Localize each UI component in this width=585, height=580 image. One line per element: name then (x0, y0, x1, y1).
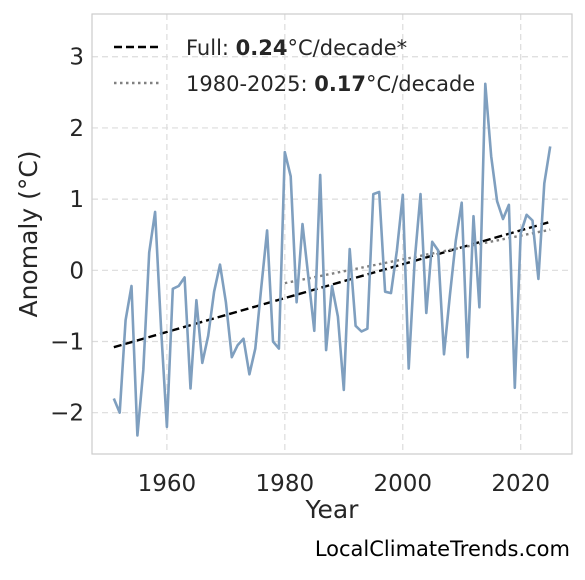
anomaly-series-line (112, 82, 552, 437)
legend-label-recent: 1980-2025: 0.17°C/decade (186, 72, 475, 96)
y-tick-label: 1 (69, 187, 84, 213)
x-tick-label: 1980 (256, 471, 315, 497)
y-tick-label: −1 (50, 330, 84, 356)
y-tick-label: −2 (50, 401, 84, 427)
legend: Full: 0.24°C/decade* 1980-2025: 0.17°C/d… (114, 36, 475, 96)
y-tick-label: 3 (69, 45, 84, 71)
x-axis-title: Year (305, 495, 360, 524)
x-tick-label: 2000 (373, 471, 432, 497)
y-tick-label: 0 (69, 258, 84, 284)
y-tick-labels: −2 −1 0 1 2 3 (50, 45, 84, 427)
y-axis-title: Anomaly (°C) (14, 150, 43, 317)
y-tick-label: 2 (69, 116, 84, 142)
data-series (112, 82, 552, 437)
x-tick-labels: 1960 1980 2000 2020 (138, 471, 550, 497)
plot-frame (91, 13, 573, 455)
x-tick-label: 1960 (138, 471, 197, 497)
x-tick-label: 2020 (491, 471, 550, 497)
site-credit: LocalClimateTrends.com (314, 537, 570, 561)
legend-label-full: Full: 0.24°C/decade* (186, 36, 407, 60)
